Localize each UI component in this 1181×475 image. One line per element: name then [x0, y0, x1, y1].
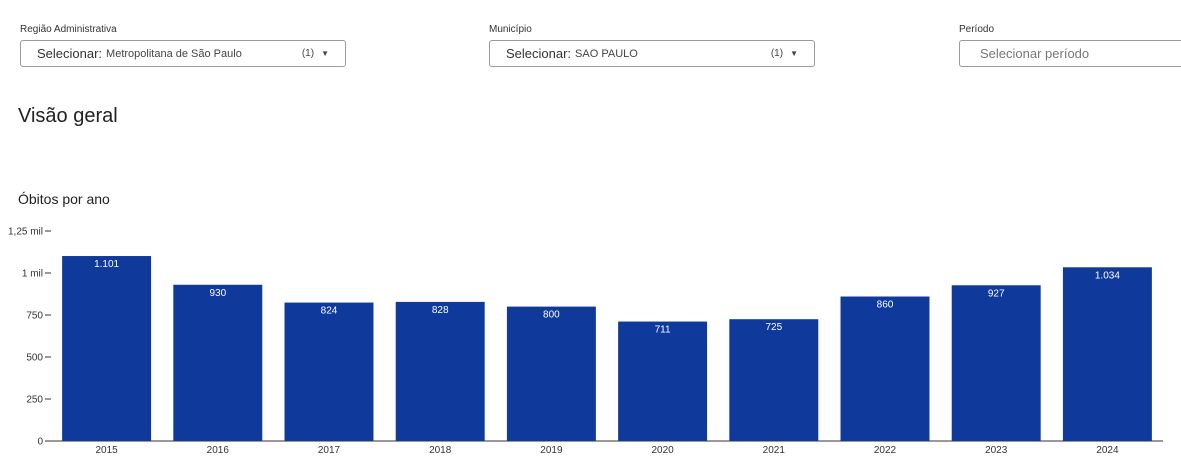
municipio-select-value: SAO PAULO [575, 47, 638, 60]
bar [395, 301, 485, 441]
x-tick-label: 2018 [429, 445, 452, 456]
data-label: 927 [988, 288, 1005, 299]
chart-title: Óbitos por ano [18, 191, 110, 207]
data-label: 711 [655, 325, 671, 336]
x-tick-label: 2023 [985, 445, 1008, 456]
bar [284, 302, 374, 441]
x-tick-label: 2016 [207, 445, 230, 456]
regiao-select-count: (1) [301, 48, 315, 59]
periodo-select[interactable]: Selecionar período [959, 40, 1181, 67]
bar [1062, 267, 1152, 441]
filter-periodo-label: Período [959, 24, 995, 35]
filter-regiao-label: Região Administrativa [20, 24, 117, 35]
bar [62, 256, 152, 441]
y-tick-label: 250 [26, 395, 43, 406]
filter-municipio: Município Selecionar: SAO PAULO (1) ▼ [489, 24, 815, 67]
regiao-select-value: Metropolitana de São Paulo [106, 47, 242, 60]
chevron-down-icon: ▼ [790, 49, 798, 58]
data-label: 860 [877, 300, 894, 311]
bar [506, 306, 596, 441]
bar [951, 285, 1041, 441]
x-tick-label: 2019 [540, 445, 563, 456]
y-tick-label: 1,25 mil [8, 227, 43, 238]
data-label: 1.101 [94, 259, 119, 270]
regiao-select[interactable]: Selecionar: Metropolitana de São Paulo (… [20, 40, 346, 67]
periodo-select-placeholder: Selecionar período [980, 46, 1090, 61]
filter-municipio-label: Município [489, 24, 532, 35]
x-tick-label: 2020 [651, 445, 674, 456]
bar [729, 319, 819, 441]
page-title: Visão geral [18, 105, 118, 127]
data-label: 930 [209, 288, 226, 299]
data-label: 725 [765, 322, 782, 333]
x-tick-label: 2017 [318, 445, 341, 456]
x-tick-label: 2015 [95, 445, 118, 456]
data-label: 828 [432, 305, 449, 316]
filter-regiao: Região Administrativa Selecionar: Metrop… [20, 24, 346, 67]
municipio-select[interactable]: Selecionar: SAO PAULO (1) ▼ [489, 40, 815, 67]
bar-chart: 0 250 500 750 1 mil 1,25 mil 1.101 2015 930 2016 8… [8, 227, 1163, 456]
data-label: 1.034 [1095, 270, 1120, 281]
x-tick-label: 2024 [1096, 445, 1119, 456]
data-label: 800 [543, 310, 560, 321]
bar [840, 296, 930, 441]
filter-periodo: Período Selecionar período [959, 24, 1181, 67]
y-tick-label: 0 [37, 437, 43, 448]
bar [173, 284, 263, 441]
x-tick-label: 2022 [874, 445, 897, 456]
y-tick-label: 500 [26, 353, 43, 364]
municipio-select-count: (1) [770, 48, 784, 59]
chevron-down-icon: ▼ [321, 49, 329, 58]
municipio-select-prefix: Selecionar: [506, 46, 572, 61]
y-tick-label: 1 mil [22, 269, 43, 280]
bar [618, 321, 708, 441]
data-label: 824 [321, 306, 338, 317]
x-tick-label: 2021 [763, 445, 786, 456]
y-tick-label: 750 [26, 311, 43, 322]
regiao-select-prefix: Selecionar: [37, 46, 103, 61]
